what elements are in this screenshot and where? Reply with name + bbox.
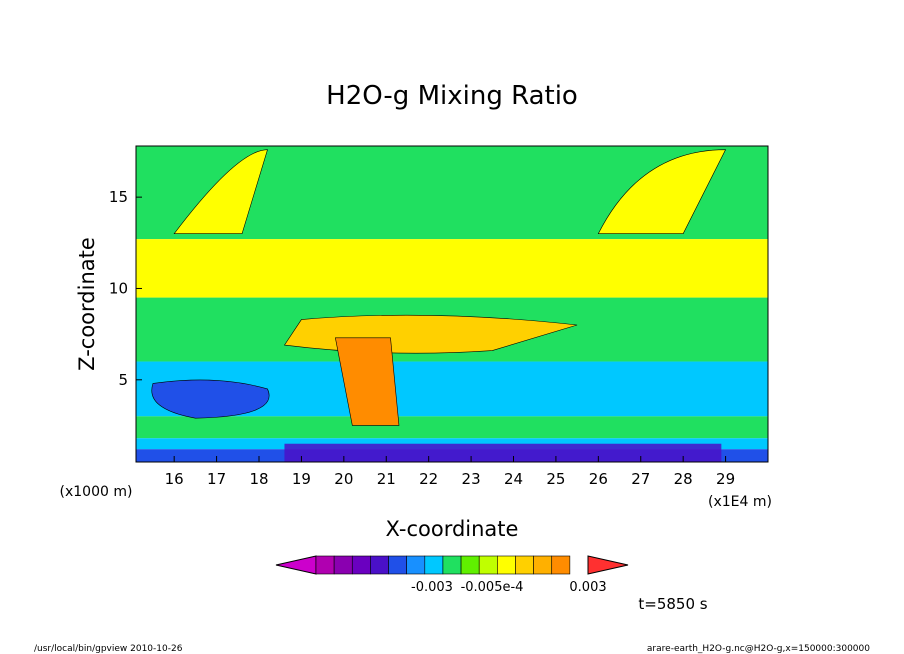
footer-left: /usr/local/bin/gpview 2010-10-26 (34, 644, 183, 654)
colorbar-swatch-5 (388, 555, 407, 575)
y-axis-ticks: 5 10 15 (109, 188, 142, 389)
plot-frame (135, 145, 769, 463)
colorbar-label-0: -0.003 (411, 580, 453, 595)
time-annotation: t=5850 s (638, 595, 707, 613)
colorbar-swatch-8 (442, 555, 462, 575)
y-axis-label: Z-coordinate (75, 237, 99, 371)
x-tick-label-8: 24 (504, 470, 523, 488)
x-tick-label-7: 23 (462, 470, 481, 488)
contour-band-4 (136, 416, 768, 439)
colorbar-swatch-1 (315, 555, 335, 575)
y-tick-label-1: 10 (109, 279, 128, 297)
y-tick-label-0: 5 (118, 371, 128, 389)
colorbar-swatch-3 (351, 555, 371, 575)
x-tick-label-0: 16 (165, 470, 184, 488)
x-tick-label-12: 28 (674, 470, 693, 488)
contour-band-1 (136, 239, 768, 298)
x-axis-label: X-coordinate (386, 517, 519, 541)
x-tick-label-3: 19 (292, 470, 311, 488)
dry-pocket (151, 379, 270, 419)
x-tick-label-2: 18 (249, 470, 268, 488)
colorbar-swatch-11 (497, 555, 516, 575)
chart-title: H2O-g Mixing Ratio (326, 81, 578, 111)
colorbar-label-2: 0.003 (569, 580, 606, 595)
x-tick-label-9: 25 (546, 470, 565, 488)
x-tick-label-11: 27 (631, 470, 650, 488)
colorbar (275, 555, 629, 575)
x-tick-label-1: 17 (207, 470, 226, 488)
colorbar-swatch-7 (424, 555, 444, 575)
colorbar-high-arrow (587, 555, 629, 575)
colorbar-swatch-4 (370, 555, 389, 575)
colorbar-swatch-9 (460, 555, 480, 575)
colorbar-low-arrow (275, 555, 317, 575)
x-tick-label-5: 21 (377, 470, 396, 488)
x-tick-label-10: 26 (589, 470, 608, 488)
x-tick-label-13: 29 (716, 470, 735, 488)
y-tick-label-2: 15 (109, 188, 128, 206)
footer-right: arare-earth_H2O-g.nc@H2O-g,x=150000:3000… (647, 644, 870, 654)
colorbar-swatch-13 (533, 555, 553, 575)
colorbar-swatch-2 (333, 555, 353, 575)
colorbar-labels: -0.003 -0.005e-4 0.003 (411, 580, 607, 595)
x-axis-unit-right: (x1E4 m) (708, 494, 772, 510)
updraft-core (334, 337, 400, 426)
boundary-layer (284, 443, 722, 462)
x-axis-unit-left: (x1000 m) (60, 484, 133, 500)
colorbar-swatch-10 (478, 555, 498, 575)
colorbar-swatch-6 (406, 555, 426, 575)
plot-area (136, 146, 768, 462)
upper-plume (173, 149, 268, 234)
colorbar-swatch-12 (515, 555, 534, 575)
x-axis-ticks: 16 17 18 19 20 21 22 23 24 25 26 27 28 29 (165, 456, 735, 488)
x-tick-label-4: 20 (334, 470, 353, 488)
x-tick-label-6: 22 (419, 470, 438, 488)
upper-plume-2 (597, 149, 727, 234)
colorbar-swatch-14 (551, 555, 571, 575)
colorbar-label-1: -0.005e-4 (461, 580, 524, 595)
